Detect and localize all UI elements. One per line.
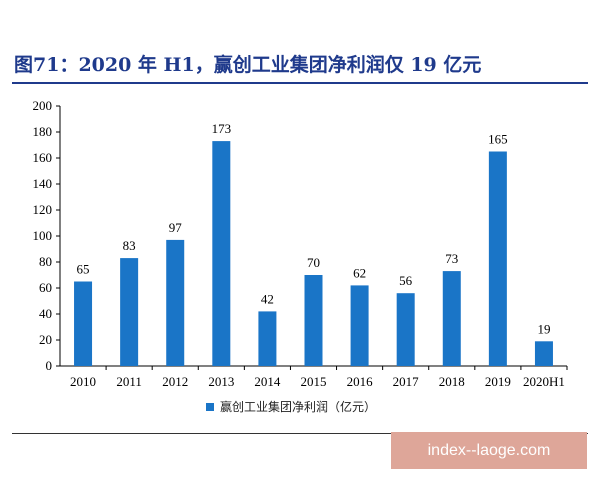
bottom-divider xyxy=(12,433,588,434)
data-label: 19 xyxy=(537,321,550,336)
x-tick-label: 2016 xyxy=(347,374,374,389)
x-tick-label: 2019 xyxy=(485,374,511,389)
data-label: 165 xyxy=(488,132,508,147)
watermark: index--laoge.com xyxy=(391,432,587,469)
x-tick-label: 2013 xyxy=(208,374,234,389)
data-label: 73 xyxy=(445,251,458,266)
bar xyxy=(442,271,461,366)
bar xyxy=(396,293,415,366)
bar-chart: 0 20 40 60 80 100 120 140 160 180 200 2010 2011 2012… xyxy=(33,98,568,389)
bar xyxy=(258,311,277,366)
y-tick-label: 40 xyxy=(39,306,52,321)
bar xyxy=(488,151,507,366)
data-label: 62 xyxy=(353,265,366,280)
x-tick-label: 2017 xyxy=(393,374,420,389)
y-tick-label: 120 xyxy=(33,202,53,217)
legend: 赢创工业集团净利润（亿元） xyxy=(206,398,376,415)
bar xyxy=(304,275,323,366)
x-tick-label: 2012 xyxy=(162,374,188,389)
y-tick-label: 200 xyxy=(33,98,53,113)
legend-swatch xyxy=(206,402,214,411)
chart-title: 图71：2020 年 H1，赢创工业集团净利润仅 19 亿元 xyxy=(14,54,482,76)
y-tick-label: 180 xyxy=(33,124,53,139)
data-label: 70 xyxy=(307,255,320,270)
bar xyxy=(74,281,93,366)
data-label: 97 xyxy=(169,220,183,235)
y-axis: 0 20 40 60 80 100 120 140 160 180 200 xyxy=(33,98,61,373)
bar xyxy=(534,341,553,366)
x-tick-label: 2014 xyxy=(254,374,281,389)
x-tick-label: 2018 xyxy=(439,374,465,389)
bar xyxy=(166,239,185,366)
data-label: 65 xyxy=(77,262,90,277)
bar xyxy=(350,285,369,366)
bar xyxy=(212,141,231,366)
y-tick-label: 140 xyxy=(33,176,53,191)
x-tick-label: 2011 xyxy=(116,374,142,389)
x-axis: 2010 2011 2012 2013 2014 2015 2016 2017 2018 2019… xyxy=(60,365,568,389)
y-tick-label: 0 xyxy=(46,358,53,373)
bar-series: 65 83 97 173 42 70 62 56 73 165 19 xyxy=(74,121,553,366)
bar xyxy=(120,258,139,366)
y-tick-label: 100 xyxy=(33,228,53,243)
title-underline xyxy=(12,82,588,84)
data-label: 173 xyxy=(212,121,232,136)
y-tick-label: 20 xyxy=(39,332,52,347)
y-tick-label: 160 xyxy=(33,150,53,165)
data-label: 56 xyxy=(399,273,413,288)
y-tick-label: 60 xyxy=(39,280,52,295)
x-tick-label: 2015 xyxy=(301,374,327,389)
data-label: 42 xyxy=(261,291,274,306)
watermark-text: index--laoge.com xyxy=(427,441,551,459)
x-tick-label: 2010 xyxy=(70,374,96,389)
x-tick-label: 2020H1 xyxy=(523,374,565,389)
legend-label: 赢创工业集团净利润（亿元） xyxy=(220,400,377,414)
data-label: 83 xyxy=(123,238,136,253)
y-tick-label: 80 xyxy=(39,254,52,269)
